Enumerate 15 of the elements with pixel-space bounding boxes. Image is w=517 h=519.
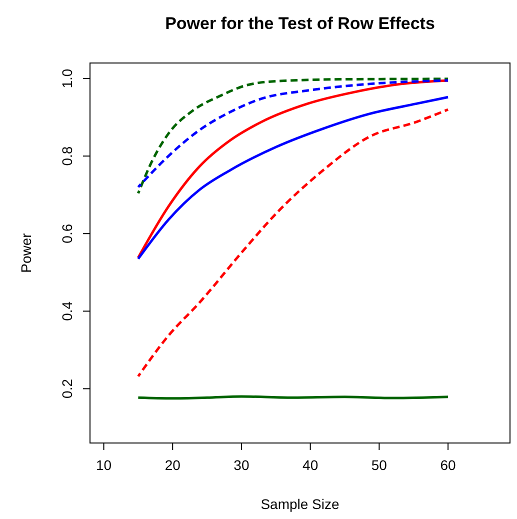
- x-tick-label: 40: [302, 456, 318, 473]
- y-tick-label: 0.6: [58, 224, 75, 244]
- x-tick-label: 20: [164, 456, 181, 473]
- x-axis-title: Sample Size: [260, 496, 340, 512]
- x-tick-label: 50: [371, 456, 388, 473]
- y-tick-label: 0.2: [58, 378, 75, 398]
- y-tick-label: 1.0: [58, 68, 75, 88]
- line-series: [136, 108, 450, 378]
- y-tick-label: 0.8: [58, 146, 75, 166]
- x-tick-label: 30: [234, 456, 250, 473]
- y-tick-label: 0.4: [58, 301, 75, 321]
- x-tick-label: 60: [440, 456, 456, 473]
- y-axis-title: Power: [18, 233, 34, 273]
- chart-title: Power for the Test of Row Effects: [164, 14, 436, 34]
- x-tick-label: 10: [96, 456, 112, 473]
